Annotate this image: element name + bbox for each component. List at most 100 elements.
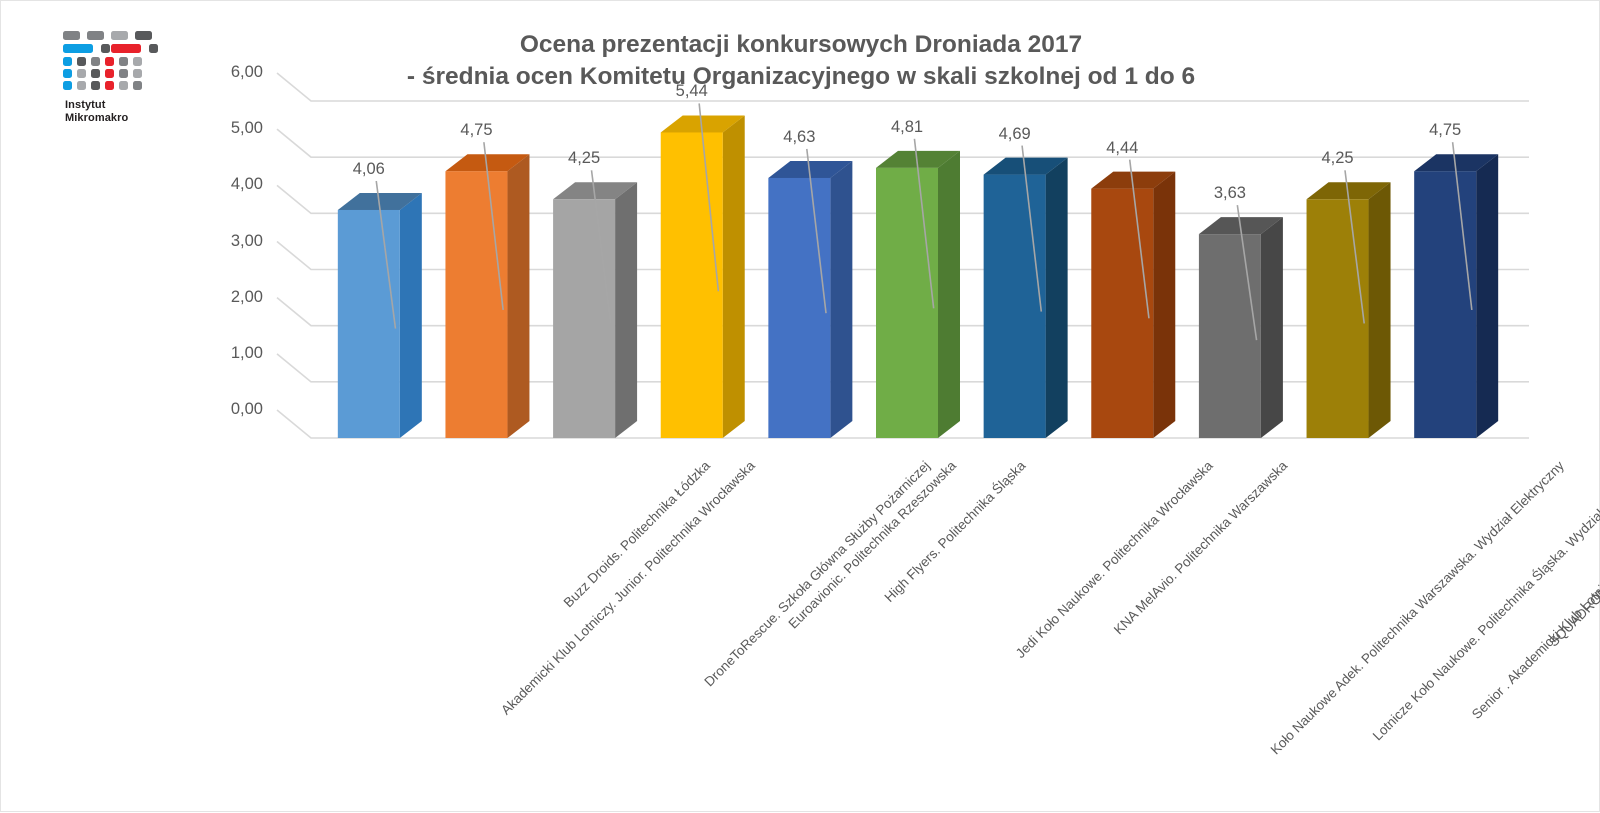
bar — [983, 157, 1068, 438]
data-value-label: 5,44 — [675, 82, 708, 101]
bar-top-face — [660, 115, 745, 133]
logo-cell — [77, 57, 86, 66]
data-value-label: 4,81 — [890, 117, 924, 136]
bar-side-face — [1476, 154, 1499, 439]
logo-cell — [63, 44, 93, 53]
bar-front-face — [768, 177, 831, 438]
bar-front-face — [1091, 188, 1154, 438]
bar — [660, 115, 745, 438]
data-value-label: 4,69 — [998, 124, 1031, 143]
bar-top-face — [876, 150, 960, 168]
bar-front-face — [553, 199, 616, 438]
logo-cell — [91, 69, 100, 78]
bar-side-face — [399, 192, 422, 438]
logo-cell — [133, 81, 142, 90]
logo-cell — [105, 81, 114, 90]
bar-front-face — [1198, 234, 1261, 438]
data-label-leader-line — [1021, 145, 1043, 312]
y-axis-tick-label: 4,00 — [230, 175, 263, 194]
logo-cell — [101, 44, 110, 53]
bar-front-face — [876, 167, 938, 439]
logo-mark — [63, 31, 158, 93]
bar-top-face — [553, 182, 638, 200]
logo-cell — [91, 57, 100, 66]
data-value-label: 4,25 — [568, 149, 601, 168]
data-label-leader-line — [590, 170, 612, 324]
data-label-leader-line — [1236, 205, 1258, 341]
data-value-label: 4,75 — [460, 121, 493, 140]
bar — [445, 154, 530, 439]
chart-title-line-2: - średnia ocen Komitetu Organizacyjnego … — [406, 63, 1196, 90]
bar-side-face — [1153, 171, 1176, 438]
logo-cell — [133, 69, 142, 78]
bar-front-face — [1306, 199, 1369, 438]
y-axis-tick-label: 6,00 — [230, 63, 263, 81]
logo-cell — [87, 31, 104, 40]
logo-cell — [149, 44, 158, 53]
logo-line-2: Mikromakro — [65, 111, 129, 124]
logo-cell — [105, 69, 114, 78]
logo-cell — [63, 81, 72, 90]
logo-cell — [111, 44, 141, 53]
logo-cell — [77, 69, 86, 78]
data-value-label: 4,06 — [352, 159, 385, 178]
logo-instytut-mikromakro: Instytut Mikromakro — [63, 31, 163, 136]
bar-side-face — [722, 115, 745, 438]
data-label-leader-line — [698, 103, 720, 292]
logo-cell — [63, 69, 72, 78]
bar-side-face — [507, 154, 530, 439]
logo-cell — [133, 57, 142, 66]
bar-front-face — [337, 209, 400, 438]
bar — [337, 192, 422, 438]
y-axis-tick-label: 0,00 — [230, 400, 263, 418]
data-label-leader-line — [806, 148, 827, 314]
bar — [1198, 217, 1283, 438]
logo-cell — [105, 57, 114, 66]
logo-cell — [111, 31, 128, 40]
logo-cell — [119, 81, 128, 90]
bar-top-face — [1414, 154, 1499, 172]
bar-front-face — [445, 171, 508, 439]
data-label-leader-line — [483, 142, 504, 311]
y-axis-tick-label: 1,00 — [230, 343, 263, 362]
data-label-leader-line — [1128, 159, 1150, 319]
bar — [768, 160, 853, 438]
bar-top-face — [1091, 171, 1176, 189]
logo-cell — [63, 57, 72, 66]
bar — [876, 150, 960, 439]
bar-side-face — [1260, 217, 1283, 438]
bar-front-face — [1414, 171, 1477, 439]
chart-title: Ocena prezentacji konkursowych Droniada … — [301, 29, 1301, 93]
bar-side-face — [1368, 182, 1391, 438]
y-axis-tick-label: 2,00 — [230, 287, 263, 306]
gridline — [276, 128, 1529, 158]
bar — [1414, 154, 1499, 439]
logo-cell — [63, 31, 80, 40]
data-value-label: 4,63 — [783, 127, 816, 146]
bar-side-face — [615, 182, 638, 438]
data-value-label: 3,63 — [1213, 184, 1246, 203]
chart-title-line-1: Ocena prezentacji konkursowych Droniada … — [519, 31, 1083, 58]
logo-cell — [119, 57, 128, 66]
bar-top-face — [337, 192, 422, 210]
bar-front-face — [660, 132, 723, 438]
bar-top-face — [1306, 182, 1391, 200]
gridline — [276, 72, 1529, 102]
bar-top-face — [768, 160, 853, 178]
bar — [1091, 171, 1176, 438]
y-axis-tick-label: 5,00 — [230, 119, 263, 138]
bar-side-face — [1045, 157, 1068, 438]
data-label-leader-line — [1451, 142, 1473, 311]
data-value-label: 4,75 — [1429, 121, 1462, 140]
bar-top-face — [445, 154, 530, 172]
data-label-leader-line — [375, 180, 397, 329]
logo-cell — [135, 31, 152, 40]
bar — [553, 182, 638, 438]
bar — [1306, 182, 1391, 438]
logo-line-1: Instytut — [65, 99, 106, 111]
data-value-label: 4,25 — [1321, 149, 1354, 168]
bar-side-face — [938, 150, 960, 439]
